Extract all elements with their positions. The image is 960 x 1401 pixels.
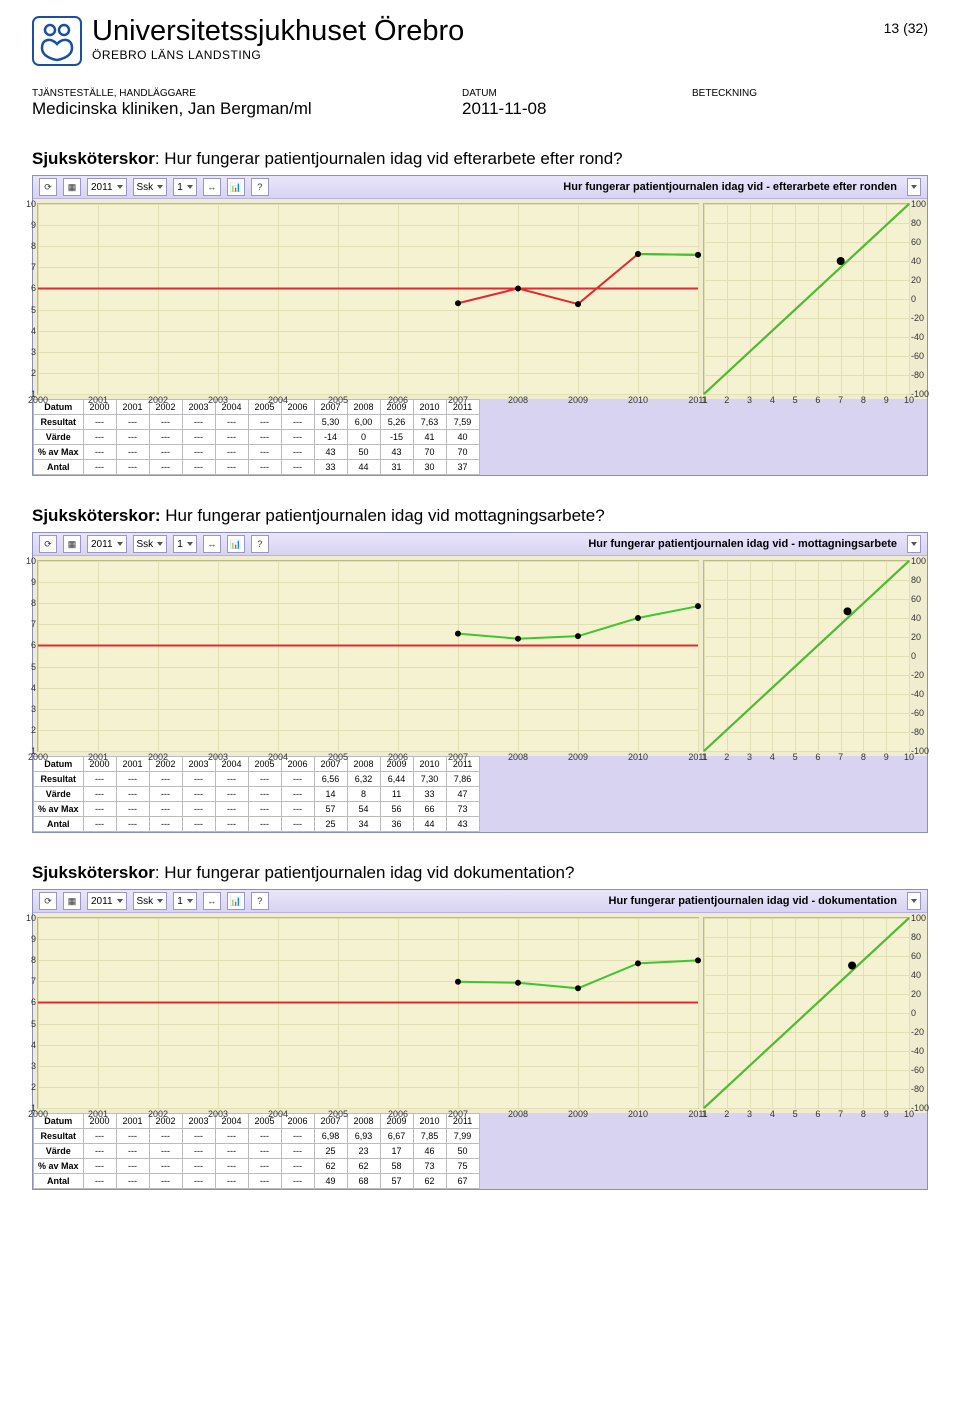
meta-date-value: 2011-11-08 xyxy=(462,99,692,119)
refresh-icon[interactable]: ⟳ xyxy=(39,535,57,553)
year-select[interactable]: 2011 xyxy=(87,892,127,910)
chart-panel: ⟳ ▦ 2011 Ssk 1 ↔ 📊 ? Hur fungerar patien… xyxy=(32,532,928,833)
org-logo-icon xyxy=(32,16,82,66)
org-title: Universitetssjukhuset Örebro xyxy=(92,16,464,46)
chart-question: Sjuksköterskor: Hur fungerar patientjour… xyxy=(32,149,928,169)
meta-row: TJÄNSTESTÄLLE, HANDLÄGGARE Medicinska kl… xyxy=(32,88,928,119)
help-icon[interactable]: ? xyxy=(251,178,269,196)
year-select[interactable]: 2011 xyxy=(87,178,127,196)
chart-title: Hur fungerar patientjournalen idag vid -… xyxy=(563,181,901,193)
num-select[interactable]: 1 xyxy=(173,892,197,910)
side-plot: -100-80-60-40-2002040608010012345678910 xyxy=(703,203,910,395)
expand-icon[interactable]: ↔ xyxy=(203,892,221,910)
chart-toolbar: ⟳ ▦ 2011 Ssk 1 ↔ 📊 ? Hur fungerar patien… xyxy=(33,533,927,556)
chart-data-table: Datum20002001200220032004200520062007200… xyxy=(33,399,927,475)
meta-office-label: TJÄNSTESTÄLLE, HANDLÄGGARE xyxy=(32,88,462,99)
chart-icon[interactable]: 📊 xyxy=(227,535,245,553)
chart-data-table: Datum20002001200220032004200520062007200… xyxy=(33,756,927,832)
grid-icon[interactable]: ▦ xyxy=(63,535,81,553)
expand-icon[interactable]: ↔ xyxy=(203,535,221,553)
expand-icon[interactable]: ↔ xyxy=(203,178,221,196)
title-select[interactable] xyxy=(907,892,921,910)
chart-data-table: Datum20002001200220032004200520062007200… xyxy=(33,1113,927,1189)
meta-ref-label: BETECKNING xyxy=(692,88,892,99)
org-subtitle: ÖREBRO LÄNS LANDSTING xyxy=(92,48,464,62)
meta-date-label: DATUM xyxy=(462,88,692,99)
grid-icon[interactable]: ▦ xyxy=(63,892,81,910)
chart-question: Sjuksköterskor: Hur fungerar patientjour… xyxy=(32,863,928,883)
num-select[interactable]: 1 xyxy=(173,535,197,553)
main-plot: 1234567891020002001200220032004200520062… xyxy=(37,560,699,752)
meta-office-value: Medicinska kliniken, Jan Bergman/ml xyxy=(32,99,462,119)
chart-toolbar: ⟳ ▦ 2011 Ssk 1 ↔ 📊 ? Hur fungerar patien… xyxy=(33,890,927,913)
chart-icon[interactable]: 📊 xyxy=(227,892,245,910)
chart-question: Sjuksköterskor: Hur fungerar patientjour… xyxy=(32,506,928,526)
chart-title: Hur fungerar patientjournalen idag vid -… xyxy=(588,538,901,550)
org-logo-title: Universitetssjukhuset Örebro ÖREBRO LÄNS… xyxy=(32,16,464,66)
side-plot: -100-80-60-40-2002040608010012345678910 xyxy=(703,560,910,752)
refresh-icon[interactable]: ⟳ xyxy=(39,892,57,910)
chart-icon[interactable]: 📊 xyxy=(227,178,245,196)
refresh-icon[interactable]: ⟳ xyxy=(39,178,57,196)
main-plot: 1234567891020002001200220032004200520062… xyxy=(37,917,699,1109)
help-icon[interactable]: ? xyxy=(251,892,269,910)
page-number: 13 (32) xyxy=(884,20,928,36)
role-select[interactable]: Ssk xyxy=(133,178,168,196)
title-select[interactable] xyxy=(907,178,921,196)
help-icon[interactable]: ? xyxy=(251,535,269,553)
chart-panel: ⟳ ▦ 2011 Ssk 1 ↔ 📊 ? Hur fungerar patien… xyxy=(32,889,928,1190)
chart-panel: ⟳ ▦ 2011 Ssk 1 ↔ 📊 ? Hur fungerar patien… xyxy=(32,175,928,476)
chart-title: Hur fungerar patientjournalen idag vid -… xyxy=(609,895,901,907)
title-select[interactable] xyxy=(907,535,921,553)
role-select[interactable]: Ssk xyxy=(133,535,168,553)
year-select[interactable]: 2011 xyxy=(87,535,127,553)
main-plot: 1234567891020002001200220032004200520062… xyxy=(37,203,699,395)
role-select[interactable]: Ssk xyxy=(133,892,168,910)
side-plot: -100-80-60-40-2002040608010012345678910 xyxy=(703,917,910,1109)
num-select[interactable]: 1 xyxy=(173,178,197,196)
chart-toolbar: ⟳ ▦ 2011 Ssk 1 ↔ 📊 ? Hur fungerar patien… xyxy=(33,176,927,199)
grid-icon[interactable]: ▦ xyxy=(63,178,81,196)
